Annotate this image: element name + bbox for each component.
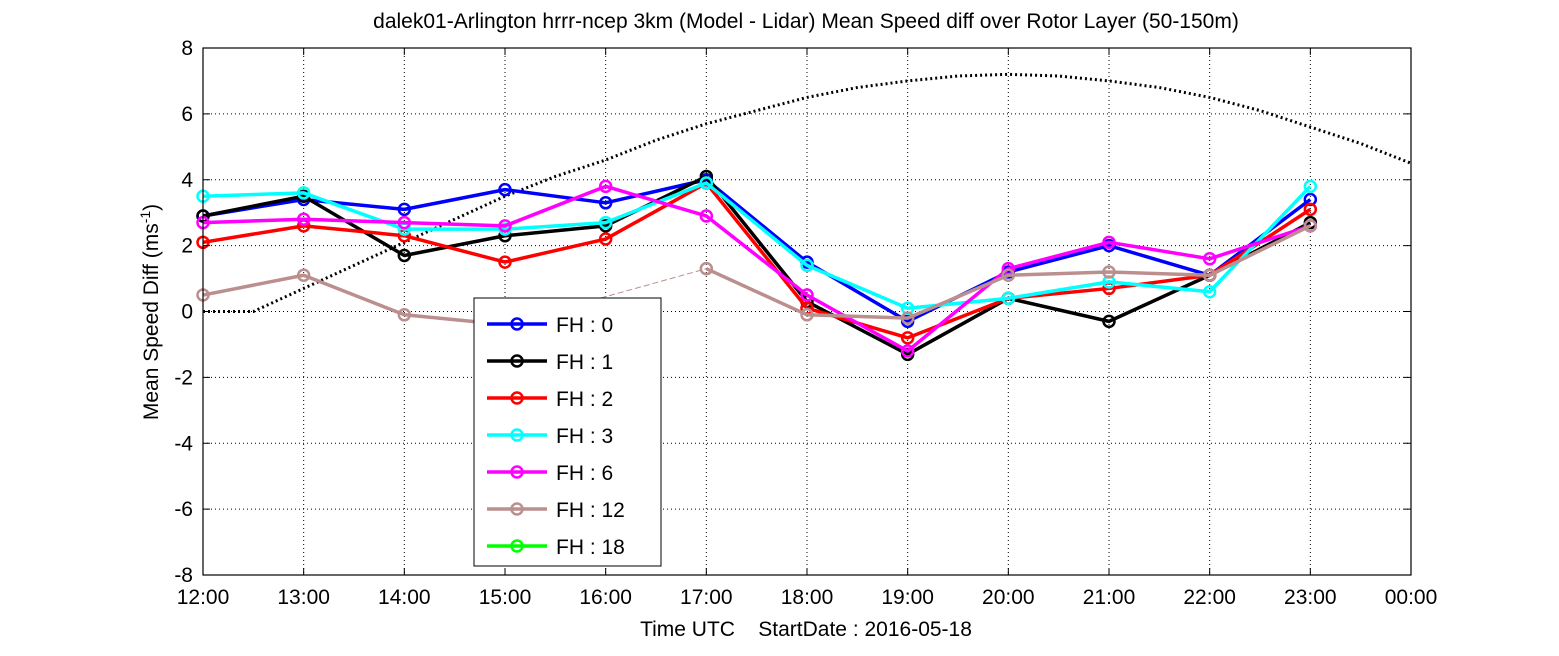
legend-label: FH : 18 [556,536,625,559]
data-point [1202,284,1217,299]
data-point [498,182,512,197]
y-axis-label: Mean Speed Diff (ms-1) [137,204,163,420]
chart-title: dalek01-Arlington hrrr-ncep 3km (Model -… [373,10,1239,33]
x-tick-label: 00:00 [1385,586,1438,609]
data-point [296,268,311,283]
series-line [202,184,1311,353]
x-axis-label: Time UTC StartDate : 2016-05-18 [640,618,972,641]
data-point [699,176,714,190]
x-tick-label: 16:00 [579,586,632,609]
data-point [800,258,814,273]
x-tick-label: 12:00 [177,586,230,609]
y-tick-label: -8 [174,564,193,587]
x-tick-label: 22:00 [1183,586,1236,609]
legend-label: FH : 6 [556,462,613,485]
data-point [598,232,613,246]
legend-entry: FH : 3 [487,425,613,448]
data-point [900,311,915,325]
x-tick-label: 17:00 [680,586,733,609]
data-point [699,261,714,276]
data-point [598,179,613,194]
data-point [397,248,412,263]
legend-box [473,297,662,567]
x-tick-label: 19:00 [881,586,934,609]
y-tick-label: -6 [174,498,193,521]
data-point [296,212,311,227]
data-point [397,202,412,217]
x-tick-label: 21:00 [1083,586,1136,609]
data-point [1001,268,1016,283]
series-line [705,224,1312,320]
y-axis: 8 6 4 2 0 -2 -4 -6 -8 [174,37,1411,587]
x-tick-label: 20:00 [982,586,1035,609]
data-point [1202,268,1217,283]
y-tick-label: 8 [181,37,193,60]
data-point [498,219,512,233]
legend-swatch-marker [510,502,524,516]
data-point [800,288,814,302]
legend-entry: FH : 0 [487,314,613,337]
data-point [1102,314,1116,329]
legend-entry: FH : 6 [487,462,613,485]
x-tick-label: 23:00 [1284,586,1337,609]
data-point [699,209,714,223]
data-point [397,215,412,230]
legend-label: FH : 2 [556,388,613,411]
y-tick-label: -4 [174,432,193,455]
y-tick-label: 0 [181,301,193,324]
data-point [1303,202,1318,217]
legend-swatch-marker [510,317,524,331]
data-point [498,255,512,269]
legend-swatch-marker [510,465,524,479]
data-point [900,344,915,358]
legend-entry: FH : 18 [487,536,625,559]
series-line [202,174,1312,357]
legend-swatch-marker [510,391,524,405]
y-tick-label: 4 [181,169,193,192]
data-point [1303,219,1318,233]
x-axis: 12:00 13:00 14:00 15:00 16:00 17:00 18:00 19:00… [177,48,1438,609]
series-layer [196,169,1318,362]
data-point [900,331,915,345]
data-point [598,215,613,230]
data-point [598,196,613,210]
y-tick-label: -2 [174,366,193,389]
x-tick-label: 13:00 [277,586,330,609]
data-point [397,308,412,322]
legend-label: FH : 1 [556,351,613,374]
y-tick-label: 6 [181,103,193,126]
legend-label: FH : 12 [556,499,625,522]
x-tick-label: 15:00 [479,586,532,609]
x-tick-label: 18:00 [781,586,834,609]
data-point [1001,291,1016,306]
data-point [1202,252,1217,266]
data-point [296,186,311,200]
legend-swatch-marker [510,428,524,442]
legend-swatch-marker [510,539,524,553]
legend-entry: FH : 1 [487,351,613,374]
data-point [800,308,814,322]
legend-label: FH : 3 [556,425,613,448]
legend: FH : 0 FH : 1 FH : 2 FH : 3 FH : 6 FH : 12 FH … [473,297,662,567]
legend-entry: FH : 2 [487,388,613,411]
series-line [202,178,1312,324]
x-tick-label: 14:00 [378,586,431,609]
series-line [202,273,506,327]
legend-swatch-marker [510,354,524,368]
grid [203,48,1411,575]
data-point [1102,235,1116,250]
fh12-gap-connector [504,268,707,326]
y-tick-label: 2 [181,235,193,258]
legend-entry: FH : 12 [487,499,625,522]
data-point [1102,265,1116,279]
legend-label: FH : 0 [556,314,613,337]
series-line [202,181,1312,340]
data-point [1303,179,1318,194]
